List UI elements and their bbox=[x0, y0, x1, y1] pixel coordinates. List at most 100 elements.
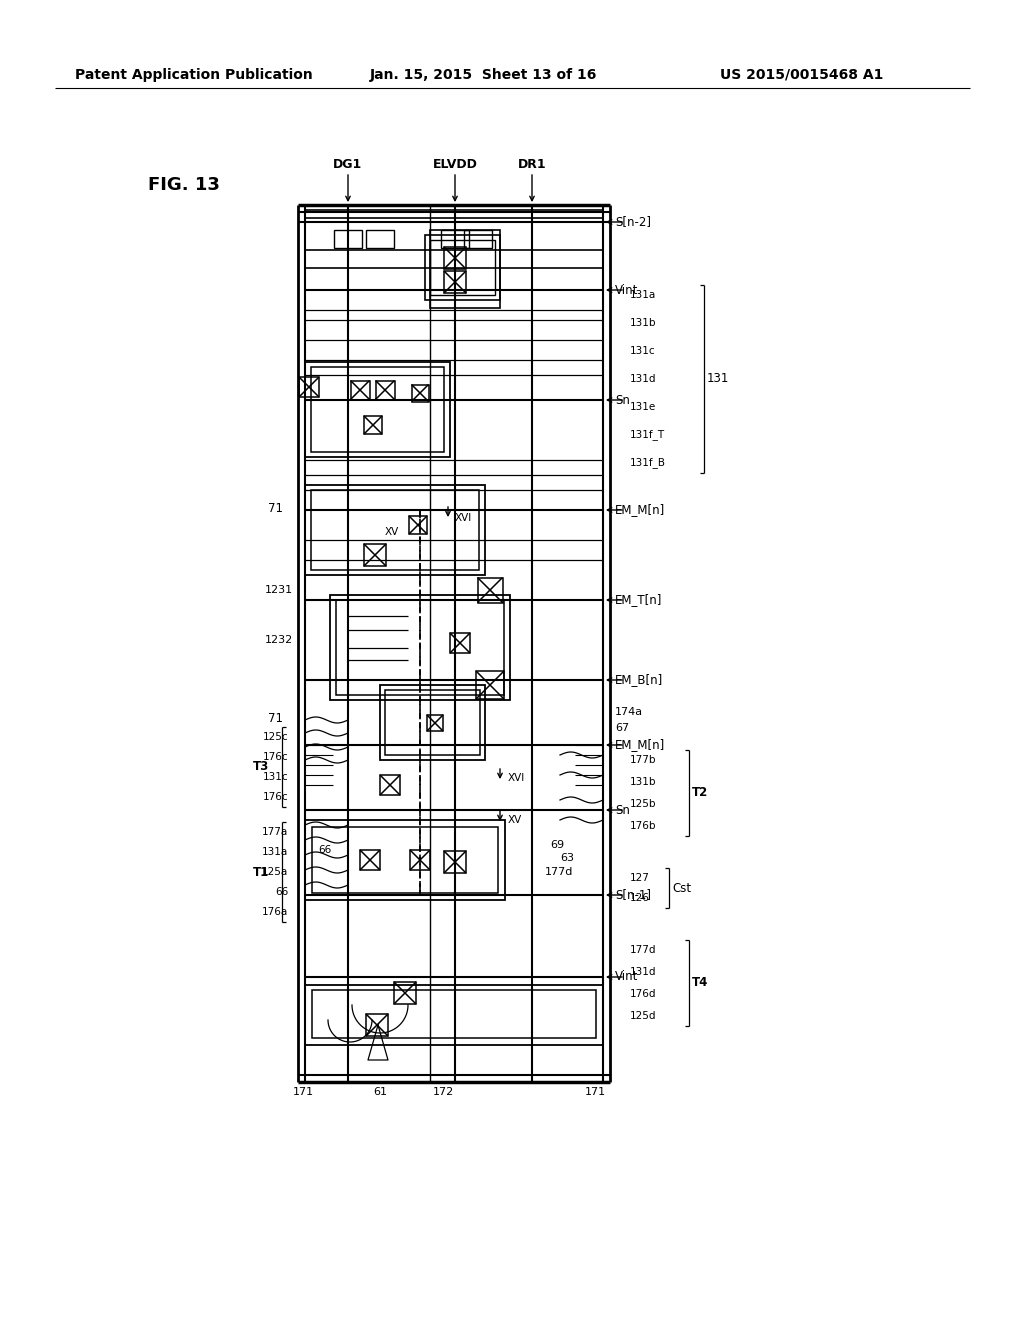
Bar bbox=[334, 230, 362, 248]
Bar bbox=[366, 1014, 388, 1036]
Text: 131d: 131d bbox=[630, 968, 656, 977]
Text: 176c: 176c bbox=[262, 752, 288, 762]
Bar bbox=[312, 828, 498, 894]
Text: 131e: 131e bbox=[630, 403, 656, 412]
Text: Jan. 15, 2015  Sheet 13 of 16: Jan. 15, 2015 Sheet 13 of 16 bbox=[370, 69, 597, 82]
Text: EM_M[n]: EM_M[n] bbox=[615, 503, 666, 516]
Text: 131a: 131a bbox=[630, 290, 656, 300]
Text: Cst: Cst bbox=[672, 882, 691, 895]
Bar bbox=[477, 578, 503, 602]
Text: 125c: 125c bbox=[262, 733, 288, 742]
Bar bbox=[360, 850, 380, 870]
Bar bbox=[409, 516, 427, 535]
Text: 176c: 176c bbox=[262, 792, 288, 803]
Text: 131c: 131c bbox=[630, 346, 655, 356]
Bar bbox=[305, 820, 505, 900]
Text: XVI: XVI bbox=[508, 774, 525, 783]
Text: Vint: Vint bbox=[615, 284, 638, 297]
Text: EM_T[n]: EM_T[n] bbox=[615, 594, 663, 606]
Text: Sn: Sn bbox=[615, 804, 630, 817]
Text: 176b: 176b bbox=[630, 821, 656, 832]
Bar bbox=[364, 544, 386, 566]
Text: 127: 127 bbox=[630, 873, 650, 883]
Bar bbox=[444, 247, 466, 269]
Text: EM_M[n]: EM_M[n] bbox=[615, 738, 666, 751]
Text: T1: T1 bbox=[253, 866, 269, 879]
Text: 172: 172 bbox=[432, 1086, 454, 1097]
Bar bbox=[299, 378, 319, 397]
Text: 1231: 1231 bbox=[265, 585, 293, 595]
Text: T2: T2 bbox=[692, 787, 709, 800]
Text: 131a: 131a bbox=[262, 847, 288, 857]
Text: 71: 71 bbox=[268, 711, 283, 725]
Text: 63: 63 bbox=[560, 853, 574, 863]
Text: 131: 131 bbox=[707, 372, 729, 385]
Text: 174a: 174a bbox=[615, 708, 643, 717]
Text: 125a: 125a bbox=[262, 867, 288, 876]
Bar bbox=[376, 380, 394, 400]
Bar bbox=[441, 230, 469, 248]
Text: US 2015/0015468 A1: US 2015/0015468 A1 bbox=[720, 69, 884, 82]
Text: Vint: Vint bbox=[615, 970, 638, 983]
Bar bbox=[410, 850, 430, 870]
Text: XVI: XVI bbox=[455, 513, 472, 523]
Text: Sn: Sn bbox=[615, 393, 630, 407]
Text: Patent Application Publication: Patent Application Publication bbox=[75, 69, 312, 82]
Text: ELVDD: ELVDD bbox=[432, 157, 477, 170]
Text: 176a: 176a bbox=[262, 907, 288, 917]
Bar bbox=[350, 380, 370, 400]
Bar bbox=[305, 985, 603, 1045]
Bar bbox=[444, 271, 466, 293]
Bar bbox=[394, 982, 416, 1005]
Bar bbox=[305, 362, 450, 457]
Bar bbox=[311, 490, 479, 570]
Text: 177d: 177d bbox=[545, 867, 573, 876]
Bar bbox=[380, 775, 400, 795]
Text: 131d: 131d bbox=[630, 374, 656, 384]
Text: FIG. 13: FIG. 13 bbox=[148, 176, 220, 194]
Text: 1232: 1232 bbox=[265, 635, 293, 645]
Text: 61: 61 bbox=[373, 1086, 387, 1097]
Bar bbox=[366, 230, 394, 248]
Text: DG1: DG1 bbox=[334, 157, 362, 170]
Text: XV: XV bbox=[508, 814, 522, 825]
Bar bbox=[312, 990, 596, 1038]
Text: 69: 69 bbox=[550, 840, 564, 850]
Text: 131f_T: 131f_T bbox=[630, 429, 666, 441]
Bar bbox=[305, 484, 485, 576]
Text: 131c: 131c bbox=[262, 772, 288, 781]
Text: 126: 126 bbox=[630, 894, 650, 903]
Text: T4: T4 bbox=[692, 977, 709, 990]
Bar bbox=[430, 230, 500, 308]
Text: 131b: 131b bbox=[630, 318, 656, 327]
Bar bbox=[476, 671, 504, 700]
Text: EM_B[n]: EM_B[n] bbox=[615, 673, 664, 686]
Text: XV: XV bbox=[385, 527, 399, 537]
Text: 125d: 125d bbox=[630, 1011, 656, 1020]
Bar bbox=[380, 685, 485, 760]
Text: 177a: 177a bbox=[262, 828, 288, 837]
Bar bbox=[427, 715, 443, 731]
Bar bbox=[364, 416, 382, 434]
Text: 176d: 176d bbox=[630, 989, 656, 999]
Bar bbox=[464, 230, 492, 248]
Bar bbox=[430, 240, 495, 294]
Bar bbox=[412, 384, 428, 401]
Text: S[n-1]: S[n-1] bbox=[615, 888, 651, 902]
Bar bbox=[330, 595, 510, 700]
Bar bbox=[336, 601, 504, 696]
Bar bbox=[444, 851, 466, 873]
Text: 131b: 131b bbox=[630, 777, 656, 787]
Text: 67: 67 bbox=[615, 723, 629, 733]
Text: 125b: 125b bbox=[630, 799, 656, 809]
Bar bbox=[311, 367, 444, 451]
Text: S[n-2]: S[n-2] bbox=[615, 215, 651, 228]
Text: 71: 71 bbox=[268, 502, 283, 515]
Text: 177d: 177d bbox=[630, 945, 656, 954]
Text: 171: 171 bbox=[293, 1086, 313, 1097]
Text: T3: T3 bbox=[253, 760, 269, 774]
Bar bbox=[425, 235, 500, 300]
Text: 171: 171 bbox=[585, 1086, 605, 1097]
Text: 66: 66 bbox=[318, 845, 331, 855]
Text: 131f_B: 131f_B bbox=[630, 458, 666, 469]
